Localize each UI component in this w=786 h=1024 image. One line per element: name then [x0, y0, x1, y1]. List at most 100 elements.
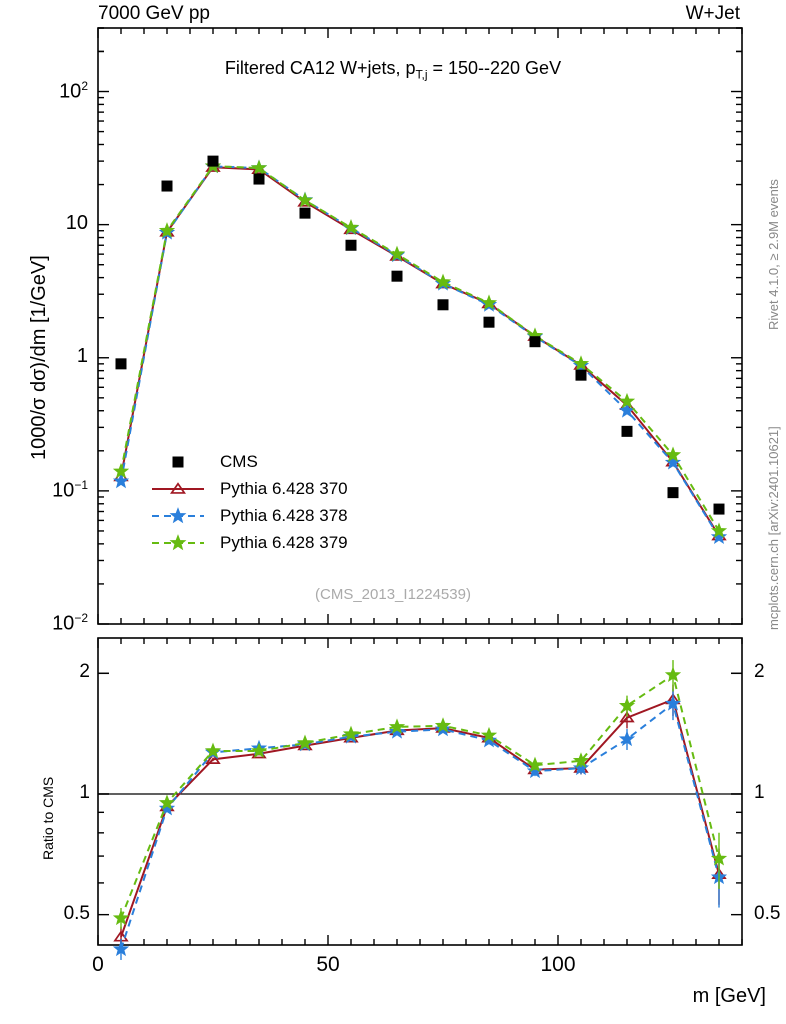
data-marker-star — [169, 533, 187, 550]
data-marker-star — [664, 666, 682, 682]
ytick-label-main: 1 — [76, 344, 88, 367]
ytick-label-ratio-left: 0.5 — [63, 902, 90, 924]
data-marker-star — [710, 528, 728, 544]
data-marker-square — [437, 299, 449, 311]
data-marker-star — [526, 756, 544, 773]
ytick-label-main: 10−2 — [52, 611, 88, 635]
data-marker-star — [158, 794, 176, 810]
xtick-label: 50 — [316, 953, 340, 976]
data-marker-square — [115, 358, 127, 370]
data-marker-star — [618, 392, 636, 409]
data-marker-star — [572, 759, 590, 776]
page-title: Filtered CA12 W+jets, pT,j = 150--220 Ge… — [0, 58, 786, 82]
data-marker-star — [296, 734, 314, 750]
data-marker-square — [575, 369, 587, 381]
page-title-main: Filtered CA12 W+jets, p — [224, 58, 416, 78]
series-line — [120, 698, 720, 938]
data-marker-star — [112, 472, 130, 489]
legend-item[interactable]: Pythia 6.428 370 — [150, 475, 348, 502]
data-marker-star — [618, 402, 636, 418]
data-marker-star — [710, 522, 728, 538]
data-marker-square — [667, 487, 679, 499]
ytick-label-ratio-left: 2 — [79, 661, 90, 683]
data-marker-star — [664, 454, 682, 470]
page-title-rest: = 150--220 GeV — [427, 58, 562, 78]
series-line — [120, 165, 720, 532]
data-marker-star — [480, 731, 498, 748]
data-marker-star — [388, 718, 406, 734]
data-marker-star — [204, 742, 222, 758]
ytick-label-ratio-right: 0.5 — [754, 902, 781, 924]
data-marker-square — [391, 270, 403, 282]
data-marker-square — [483, 316, 495, 328]
page-title-subscript: T,j — [415, 67, 428, 82]
data-marker-square — [299, 207, 311, 219]
legend: CMS Pythia 6.428 370 Pythia 6.428 378 Pythi… — [150, 448, 348, 556]
data-marker-star — [169, 506, 187, 523]
legend-item[interactable]: Pythia 6.428 378 — [150, 502, 348, 529]
data-marker-square — [529, 336, 541, 348]
xtick-label: 0 — [92, 953, 104, 976]
header-left-label: 7000 GeV pp — [98, 3, 210, 24]
series-main-pythia-6-428-379 — [112, 157, 728, 538]
legend-key-triangle-icon — [152, 481, 204, 494]
data-marker-star — [664, 446, 682, 462]
data-marker-star — [342, 219, 360, 235]
series-line — [120, 673, 720, 919]
data-marker-star — [388, 723, 406, 739]
legend-key-star-icon — [152, 506, 204, 523]
legend-item[interactable]: CMS — [150, 448, 348, 475]
data-marker-triangle — [205, 752, 221, 764]
data-marker-star — [480, 294, 498, 310]
data-marker-star — [572, 355, 590, 371]
data-marker-star — [526, 762, 544, 779]
data-marker-triangle — [619, 711, 635, 723]
series-main-cms — [115, 155, 725, 515]
data-marker-star — [158, 799, 176, 816]
ytick-label-main: 10−1 — [52, 477, 88, 502]
legend-key-square-icon — [172, 456, 184, 467]
data-marker-triangle — [169, 481, 187, 494]
data-marker-star — [572, 752, 590, 768]
data-marker-star — [342, 725, 360, 742]
legend-item-label: Pythia 6.428 379 — [220, 532, 348, 552]
data-marker-star — [296, 191, 314, 208]
data-marker-square — [253, 173, 265, 185]
data-marker-star — [250, 159, 268, 175]
legend-item-label: Pythia 6.428 370 — [220, 478, 348, 498]
ytick-label-main: 102 — [59, 78, 88, 103]
data-marker-square — [345, 239, 357, 251]
series-ratio-pythia-6-428-370 — [113, 684, 727, 948]
ytick-label-ratio-left: 1 — [79, 781, 90, 803]
series-line — [120, 701, 720, 950]
ytick-label-ratio-right: 1 — [754, 781, 765, 803]
data-marker-star — [388, 245, 406, 262]
data-marker-square — [207, 155, 219, 167]
series-ratio-pythia-6-428-379 — [112, 660, 728, 929]
data-marker-star — [664, 695, 682, 711]
watermark-label: (CMS_2013_I1224539) — [315, 586, 471, 603]
data-marker-star — [618, 730, 636, 747]
data-marker-square — [621, 425, 633, 437]
data-marker-star — [250, 742, 268, 758]
data-marker-star — [480, 726, 498, 743]
data-marker-star — [434, 717, 452, 733]
data-marker-star — [112, 909, 130, 926]
data-marker-star — [158, 222, 176, 238]
ytick-label-ratio-right: 2 — [754, 661, 765, 683]
data-marker-square — [713, 503, 725, 515]
legend-item[interactable]: Pythia 6.428 379 — [150, 529, 348, 556]
legend-item-label: CMS — [220, 451, 258, 471]
legend-key-star-icon — [152, 533, 204, 550]
legend-item-label: Pythia 6.428 378 — [220, 505, 348, 525]
data-marker-star — [618, 697, 636, 713]
xaxis-label: m [GeV] — [692, 985, 766, 1007]
header-right-label: W+Jet — [685, 3, 740, 24]
ratio-plot-frame — [97, 637, 743, 946]
data-marker-star — [112, 940, 130, 957]
data-marker-star — [710, 850, 728, 866]
series-line — [120, 165, 720, 538]
data-marker-square — [172, 456, 184, 467]
